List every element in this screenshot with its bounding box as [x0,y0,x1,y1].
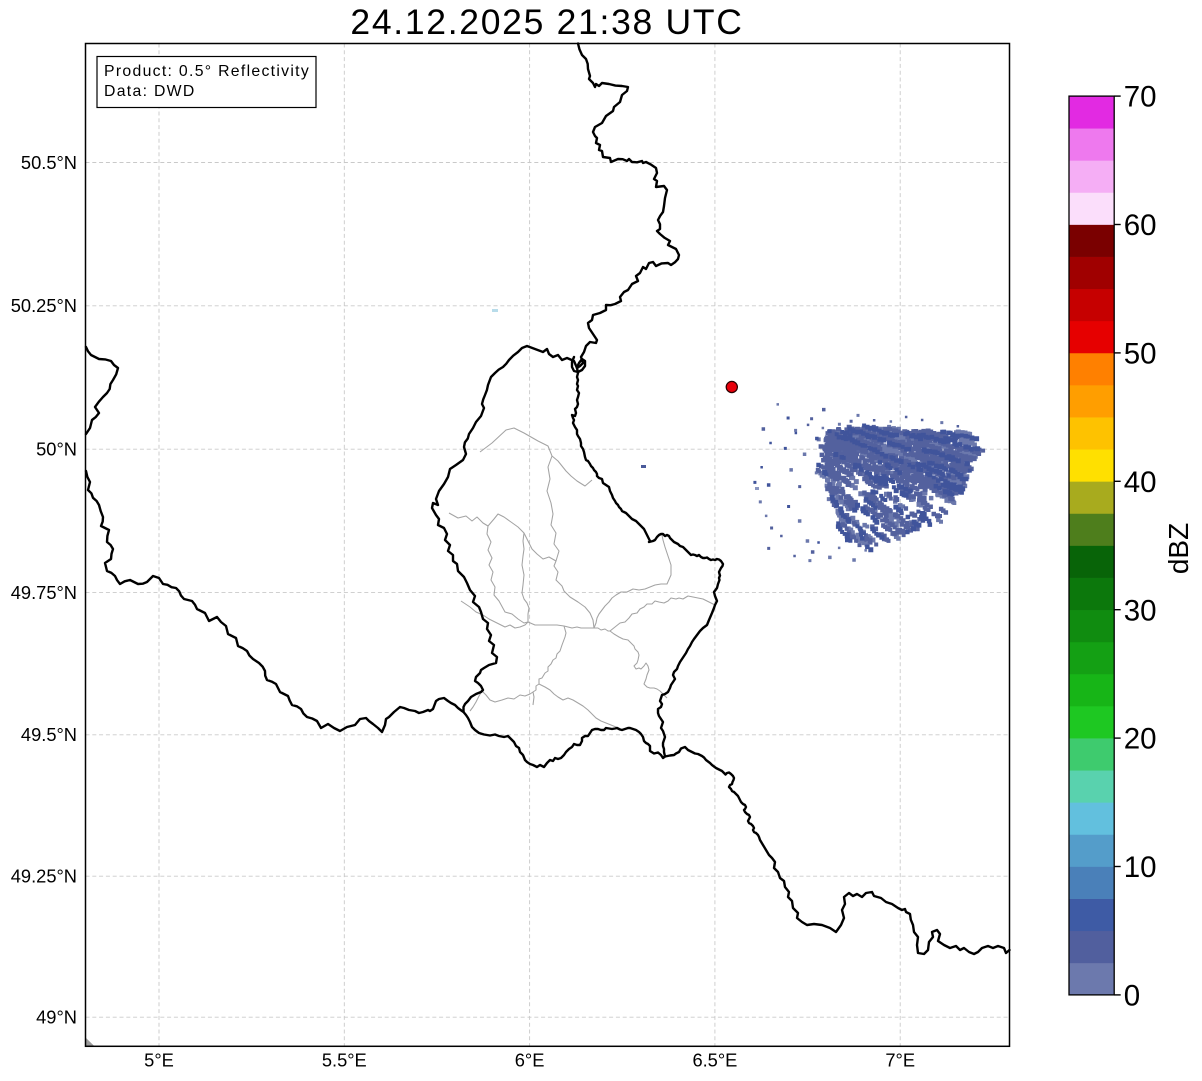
svg-text:dBZ: dBZ [1163,523,1194,574]
svg-text:5°E: 5°E [144,1050,174,1071]
svg-text:50.5°N: 50.5°N [21,152,77,173]
svg-text:6°E: 6°E [515,1050,545,1071]
svg-text:50.25°N: 50.25°N [11,295,77,316]
svg-text:49°N: 49°N [36,1007,77,1028]
svg-text:6.5°E: 6.5°E [692,1050,737,1071]
svg-text:50°N: 50°N [36,439,77,460]
svg-text:0: 0 [1124,980,1140,1013]
svg-text:7°E: 7°E [885,1050,915,1071]
svg-text:49.25°N: 49.25°N [11,866,77,887]
svg-text:10: 10 [1124,851,1157,884]
svg-text:40: 40 [1124,466,1157,499]
svg-text:49.5°N: 49.5°N [21,724,77,745]
svg-text:49.75°N: 49.75°N [11,582,77,603]
svg-text:Product: 0.5° Reflectivity: Product: 0.5° Reflectivity [104,63,310,80]
svg-text:5.5°E: 5.5°E [322,1050,367,1071]
svg-text:50: 50 [1124,338,1157,371]
svg-text:70: 70 [1124,81,1157,114]
svg-text:24.12.2025 21:38 UTC: 24.12.2025 21:38 UTC [350,2,743,42]
svg-text:Data: DWD: Data: DWD [104,83,196,100]
svg-text:60: 60 [1124,209,1157,242]
svg-text:30: 30 [1124,594,1157,627]
svg-text:20: 20 [1124,723,1157,756]
